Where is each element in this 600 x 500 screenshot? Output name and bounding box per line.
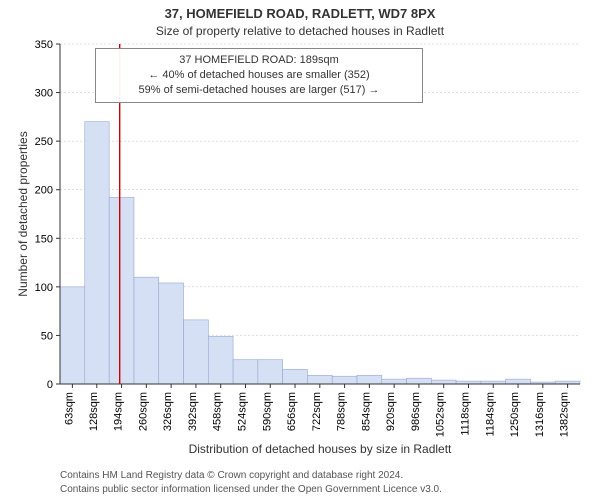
annotation-box: 37 HOMEFIELD ROAD: 189sqm ← 40% of detac… xyxy=(95,48,423,103)
svg-text:854sqm: 854sqm xyxy=(360,392,372,431)
annotation-line-3: 59% of semi-detached houses are larger (… xyxy=(104,83,414,98)
annotation-line-1: 37 HOMEFIELD ROAD: 189sqm xyxy=(104,53,414,68)
svg-text:920sqm: 920sqm xyxy=(385,392,397,431)
svg-text:722sqm: 722sqm xyxy=(311,392,323,431)
footer-line-1: Contains HM Land Registry data © Crown c… xyxy=(60,469,442,483)
svg-text:1052sqm: 1052sqm xyxy=(435,392,447,437)
annotation-line-2: ← 40% of detached houses are smaller (35… xyxy=(104,68,414,83)
svg-text:326sqm: 326sqm xyxy=(162,392,174,431)
svg-text:788sqm: 788sqm xyxy=(336,392,348,431)
footer-line-2: Contains public sector information licen… xyxy=(60,483,442,497)
chart-container: 37, HOMEFIELD ROAD, RADLETT, WD7 8PX Siz… xyxy=(0,0,600,500)
svg-text:1118sqm: 1118sqm xyxy=(459,392,471,436)
svg-text:128sqm: 128sqm xyxy=(88,392,100,431)
chart-footer: Contains HM Land Registry data © Crown c… xyxy=(60,469,442,496)
svg-text:1382sqm: 1382sqm xyxy=(559,392,571,437)
svg-text:63sqm: 63sqm xyxy=(63,392,75,425)
svg-text:1316sqm: 1316sqm xyxy=(534,392,546,437)
svg-text:194sqm: 194sqm xyxy=(113,392,125,431)
svg-text:392sqm: 392sqm xyxy=(187,392,199,431)
svg-text:0: 0 xyxy=(47,379,53,391)
svg-text:150: 150 xyxy=(35,233,53,245)
svg-text:656sqm: 656sqm xyxy=(286,392,298,431)
svg-text:250: 250 xyxy=(35,136,53,148)
svg-text:524sqm: 524sqm xyxy=(236,392,248,431)
svg-text:200: 200 xyxy=(35,185,53,197)
svg-text:458sqm: 458sqm xyxy=(212,392,224,431)
svg-text:986sqm: 986sqm xyxy=(410,392,422,431)
svg-text:350: 350 xyxy=(35,39,53,51)
x-axis-label: Distribution of detached houses by size … xyxy=(60,442,580,456)
svg-text:300: 300 xyxy=(35,88,53,100)
svg-text:1184sqm: 1184sqm xyxy=(484,392,496,436)
svg-text:100: 100 xyxy=(35,282,53,294)
svg-text:590sqm: 590sqm xyxy=(261,392,273,431)
svg-text:1250sqm: 1250sqm xyxy=(509,392,521,437)
svg-text:260sqm: 260sqm xyxy=(137,392,149,431)
svg-text:50: 50 xyxy=(41,330,53,342)
